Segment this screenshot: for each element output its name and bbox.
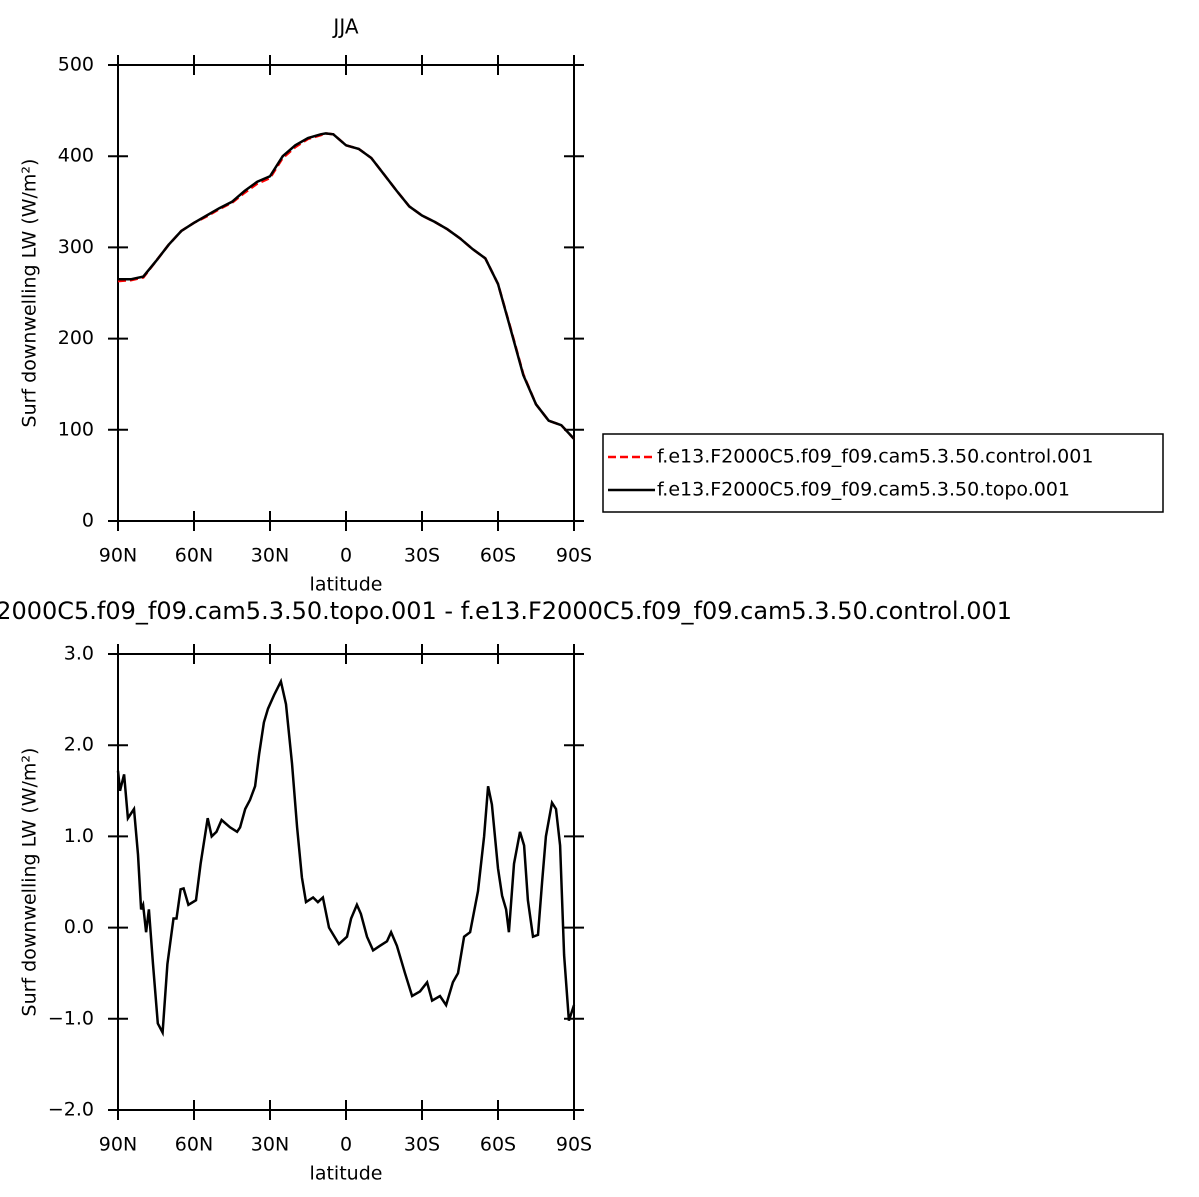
y-tick-label: 400: [58, 145, 94, 167]
y-tick-label: 3.0: [64, 643, 94, 665]
plot-frame: [117, 64, 575, 522]
y-tick-label: −1.0: [48, 1007, 94, 1029]
data-line: [116, 677, 576, 1037]
x-tick-label: 30S: [404, 545, 440, 567]
y-tick-label: 2.0: [64, 734, 94, 756]
y-tick-label: 0.0: [64, 916, 94, 938]
x-tick-label: 60S: [480, 545, 516, 567]
legend-label: f.e13.F2000C5.f09_f09.cam5.3.50.control.…: [657, 446, 1093, 468]
legend-label: f.e13.F2000C5.f09_f09.cam5.3.50.topo.001: [657, 479, 1070, 501]
y-tick-label: 1.0: [64, 825, 94, 847]
x-tick-label: 60S: [480, 1134, 516, 1156]
plot-frame: [117, 653, 575, 1111]
x-tick-label: 30S: [404, 1134, 440, 1156]
x-tick-label: 90N: [99, 1134, 137, 1156]
y-tick-label: 500: [58, 54, 94, 76]
x-tick-label: 60N: [175, 1134, 213, 1156]
x-tick-label: 30N: [251, 545, 289, 567]
x-tick-label: 0: [340, 1134, 352, 1156]
x-axis-label: latitude: [310, 574, 383, 596]
x-tick-label: 90S: [556, 1134, 592, 1156]
legend-box: [602, 433, 1164, 513]
y-axis-label: Surf downwelling LW (W/m²): [19, 748, 41, 1017]
y-tick-label: 300: [58, 236, 94, 258]
y-tick-label: 0: [82, 510, 94, 532]
x-tick-label: 90N: [99, 545, 137, 567]
chart-title: f.e13.F2000C5.f09_f09.cam5.3.50.topo.001…: [0, 597, 1012, 625]
x-tick-label: 90S: [556, 545, 592, 567]
x-tick-label: 30N: [251, 1134, 289, 1156]
y-tick-label: −2.0: [48, 1099, 94, 1121]
x-tick-label: 0: [340, 545, 352, 567]
y-tick-label: 200: [58, 327, 94, 349]
chart-title: JJA: [331, 15, 358, 39]
x-axis-label: latitude: [310, 1163, 383, 1185]
y-tick-label: 100: [58, 418, 94, 440]
data-line: [118, 132, 575, 440]
y-axis-label: Surf downwelling LW (W/m²): [19, 159, 41, 428]
x-tick-label: 60N: [175, 545, 213, 567]
data-line: [117, 132, 575, 440]
